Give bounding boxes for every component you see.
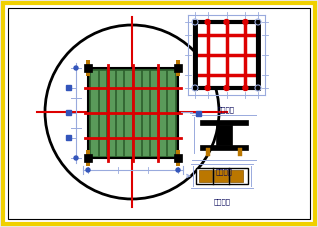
Circle shape bbox=[74, 66, 78, 70]
Bar bbox=[200, 120, 248, 125]
Bar bbox=[195, 22, 258, 88]
Text: 正立面图: 正立面图 bbox=[216, 168, 232, 175]
Bar bbox=[174, 154, 182, 162]
Circle shape bbox=[243, 86, 248, 91]
Bar bbox=[90, 70, 98, 156]
Bar bbox=[66, 110, 71, 115]
Bar bbox=[86, 150, 90, 166]
Bar bbox=[150, 70, 158, 156]
Bar bbox=[176, 60, 180, 76]
Bar bbox=[116, 70, 123, 156]
Bar bbox=[214, 170, 228, 182]
Bar bbox=[176, 150, 180, 166]
Bar bbox=[88, 68, 178, 158]
Bar bbox=[196, 111, 201, 116]
Bar bbox=[200, 145, 248, 150]
Circle shape bbox=[86, 168, 90, 172]
Bar bbox=[238, 148, 242, 156]
Circle shape bbox=[74, 156, 78, 160]
Bar bbox=[84, 154, 92, 162]
Bar bbox=[199, 170, 212, 182]
Text: 平面详图: 平面详图 bbox=[218, 106, 235, 113]
Bar bbox=[66, 85, 71, 90]
Bar bbox=[99, 70, 106, 156]
Bar bbox=[84, 64, 92, 72]
Bar bbox=[167, 70, 175, 156]
Text: 侧立面图: 侧立面图 bbox=[213, 198, 231, 205]
Bar bbox=[216, 125, 232, 145]
Bar bbox=[174, 64, 182, 72]
Bar bbox=[159, 70, 166, 156]
Bar bbox=[230, 170, 243, 182]
Circle shape bbox=[243, 20, 248, 25]
Circle shape bbox=[176, 168, 180, 172]
Circle shape bbox=[205, 20, 210, 25]
Bar bbox=[86, 60, 90, 76]
Bar bbox=[206, 148, 210, 156]
Circle shape bbox=[224, 86, 229, 91]
Bar bbox=[124, 70, 132, 156]
Bar bbox=[107, 70, 115, 156]
Bar bbox=[195, 22, 258, 88]
Bar bbox=[196, 168, 248, 184]
Circle shape bbox=[205, 86, 210, 91]
Bar bbox=[66, 135, 71, 140]
Bar bbox=[133, 70, 141, 156]
Circle shape bbox=[224, 20, 229, 25]
Bar bbox=[142, 70, 149, 156]
